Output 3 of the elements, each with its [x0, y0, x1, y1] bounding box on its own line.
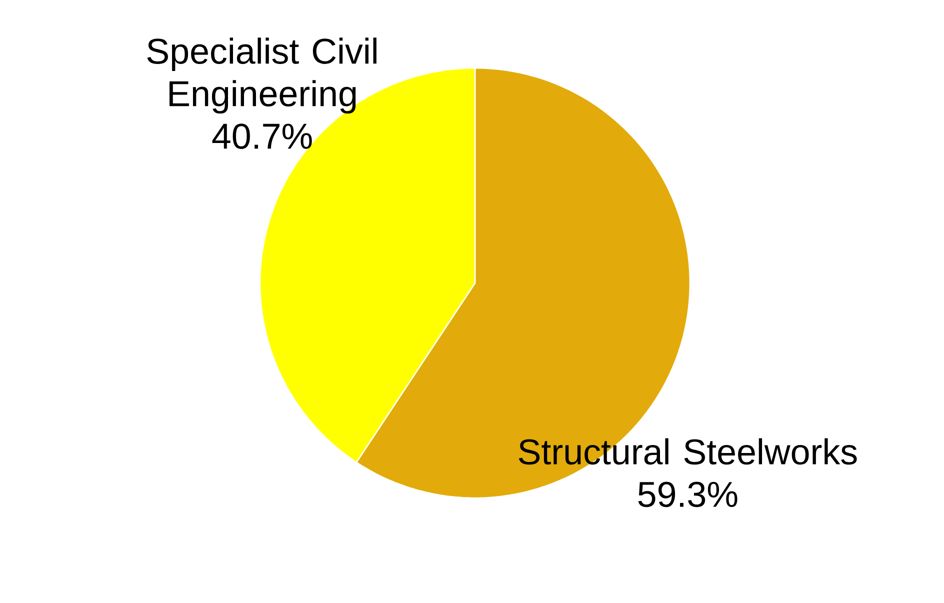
data-label: 40.7% [212, 124, 312, 149]
slice-label: Specialist Civil Engineering [147, 38, 376, 114]
data-label: 59.3% [638, 482, 738, 508]
